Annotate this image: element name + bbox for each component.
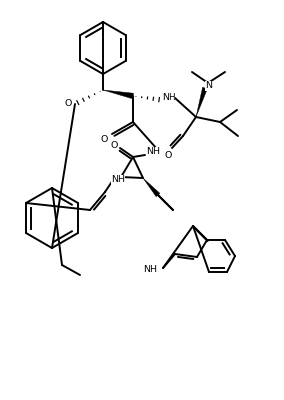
Text: O: O (100, 134, 108, 144)
Text: O: O (110, 140, 118, 150)
Text: N: N (206, 82, 212, 90)
Polygon shape (143, 178, 160, 197)
Text: O: O (164, 152, 172, 160)
Text: O: O (64, 100, 72, 108)
Text: N: N (162, 92, 170, 102)
Text: NH: NH (143, 266, 157, 274)
Polygon shape (196, 87, 207, 117)
Text: NH: NH (111, 176, 125, 184)
Text: H: H (168, 92, 174, 102)
Text: NH: NH (146, 148, 160, 156)
Polygon shape (103, 90, 133, 99)
